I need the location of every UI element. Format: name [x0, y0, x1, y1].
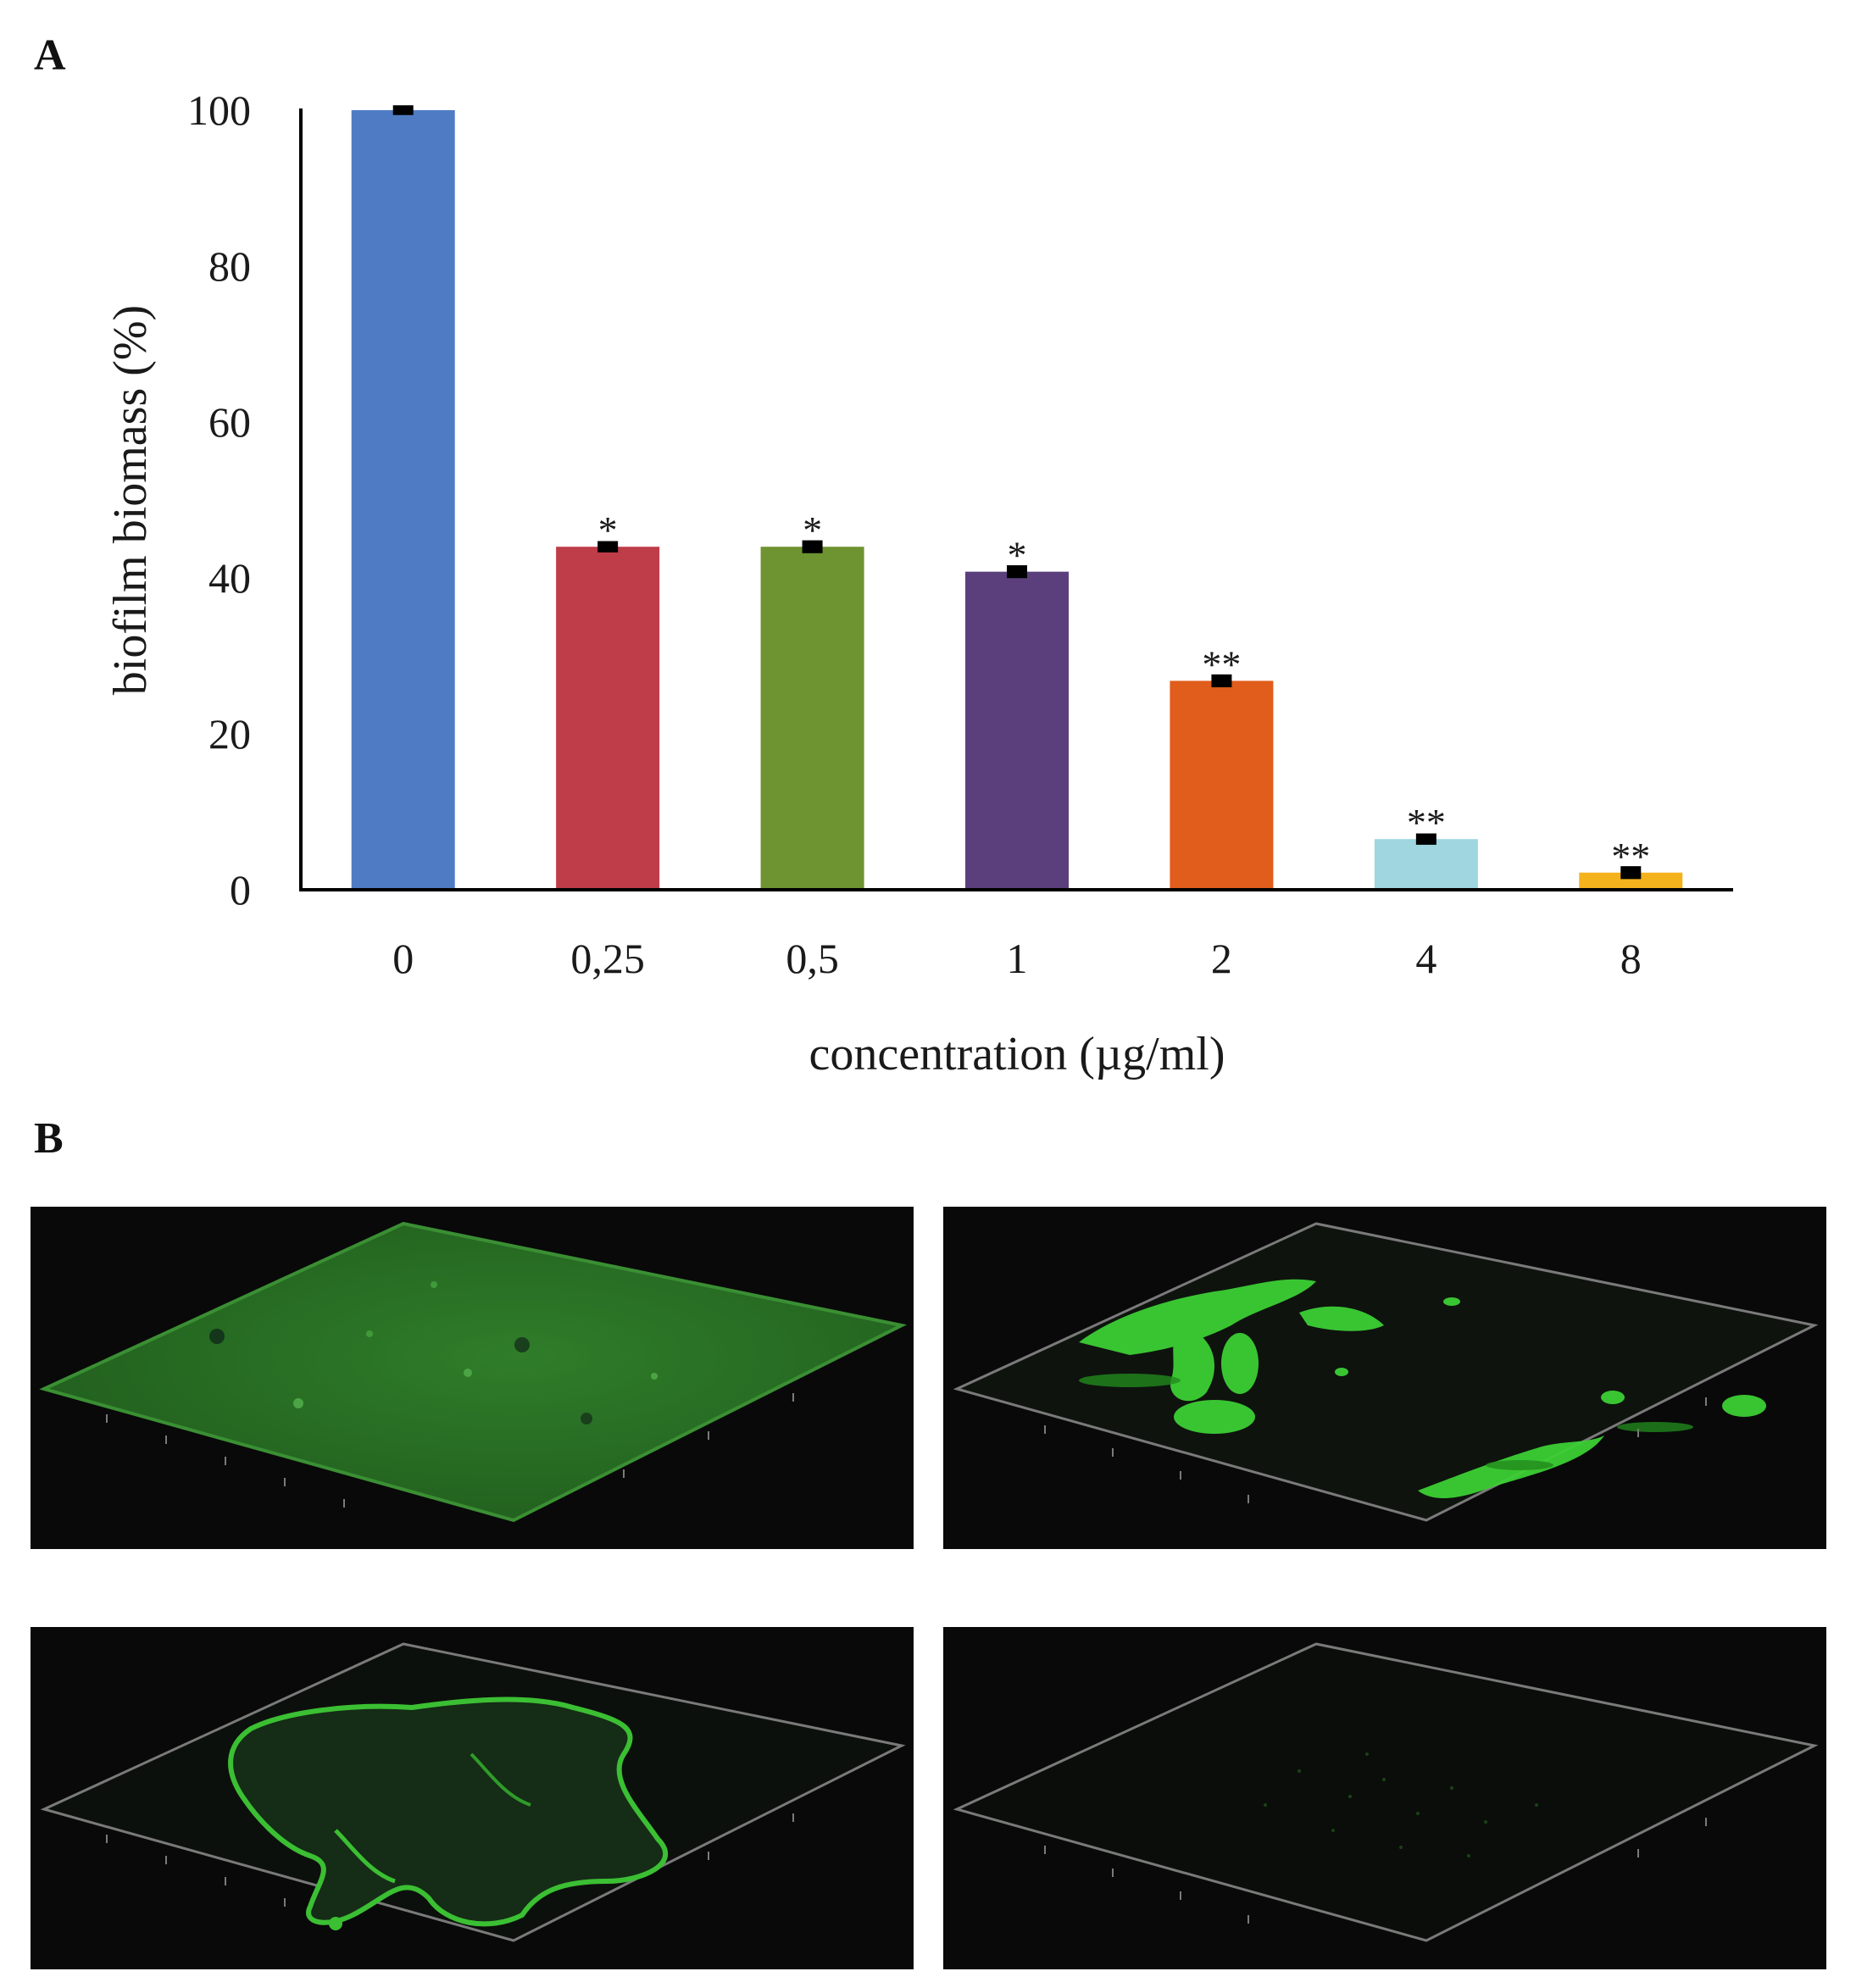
x-tick-label-4: 2 [1211, 935, 1232, 982]
y-tick-label-4: 80 [208, 242, 251, 290]
bar-3 [965, 571, 1069, 890]
error-bar-3 [1007, 565, 1027, 579]
x-axis-title: concentration (µg/ml) [809, 1028, 1225, 1080]
bars-layer [351, 110, 1683, 890]
panel-b-label: B [34, 1114, 64, 1163]
y-tick-label-0: 0 [230, 866, 251, 913]
y-tick-label-1: 20 [208, 710, 251, 758]
x-tick-label-5: 4 [1415, 935, 1436, 982]
error-bar-6 [1620, 866, 1642, 880]
micro-image-top-left [31, 1207, 914, 1549]
bar-6 [1579, 872, 1683, 890]
x-tick-label-0: 0 [392, 935, 414, 982]
significance-layer: * ******** [598, 508, 1651, 878]
y-tick-label-2: 40 [208, 554, 251, 602]
micro-image-bottom-right [943, 1627, 1826, 1969]
micro-image-bottom-left [31, 1627, 914, 1969]
error-bar-1 [597, 541, 619, 553]
error-bar-0 [392, 105, 414, 115]
bar-4 [1170, 680, 1274, 890]
y-axis-title: biofilm biomass (%) [104, 305, 157, 695]
y-tick-label-3: 60 [208, 398, 251, 446]
x-tick-label-2: 0,5 [786, 935, 839, 982]
y-tick-label-5: 100 [187, 86, 251, 134]
bar-1 [556, 547, 660, 890]
significance-mark-3: * [1008, 534, 1027, 577]
bar-0 [351, 110, 455, 890]
x-tick-label-1: 0,25 [570, 935, 645, 982]
error-bar-4 [1211, 674, 1232, 688]
error-bar-2 [802, 540, 823, 553]
error-bar-5 [1415, 833, 1436, 845]
significance-mark-4: ** [1202, 642, 1241, 686]
significance-mark-1: * [598, 508, 618, 552]
axes-layer [299, 108, 1733, 891]
panel-a-label: A [34, 31, 66, 80]
significance-mark-6: ** [1611, 835, 1650, 878]
bar-2 [760, 547, 864, 890]
significance-mark-5: ** [1407, 801, 1446, 844]
error-bars-layer [392, 105, 1642, 880]
bar-5 [1374, 839, 1478, 890]
x-tick-label-3: 1 [1007, 935, 1028, 982]
significance-mark-2: * [803, 508, 822, 552]
micro-image-top-right [943, 1207, 1826, 1549]
x-tick-label-6: 8 [1620, 935, 1642, 982]
